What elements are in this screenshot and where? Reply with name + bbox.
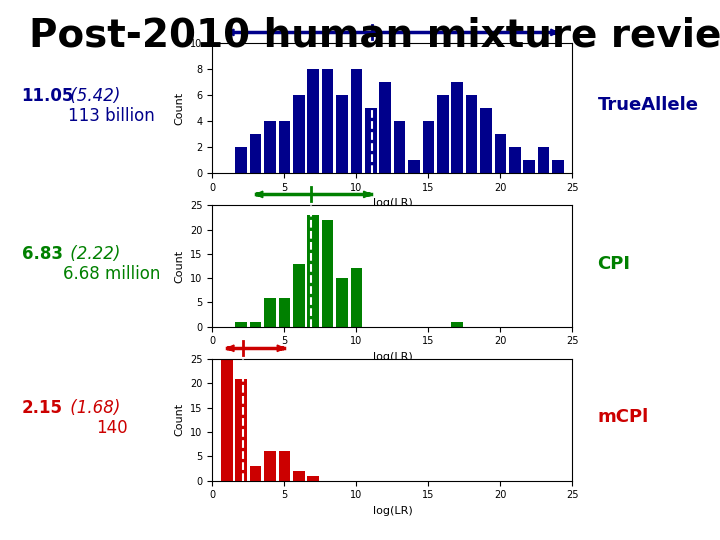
Text: mCPl: mCPl: [598, 408, 649, 427]
Bar: [423, 121, 434, 173]
Bar: [480, 108, 492, 173]
Bar: [235, 147, 247, 173]
Bar: [451, 82, 463, 173]
Bar: [279, 451, 290, 481]
Bar: [264, 451, 276, 481]
Bar: [408, 160, 420, 173]
Text: 11.05: 11.05: [22, 87, 74, 105]
Bar: [538, 147, 549, 173]
Text: 6.68 million: 6.68 million: [63, 265, 161, 284]
Bar: [221, 359, 233, 481]
Bar: [293, 471, 305, 481]
Text: CPI: CPI: [598, 254, 631, 273]
Text: (2.22): (2.22): [65, 245, 120, 264]
Bar: [437, 95, 449, 173]
Bar: [336, 95, 348, 173]
Text: (5.42): (5.42): [65, 87, 120, 105]
Text: (1.68): (1.68): [65, 399, 120, 417]
Bar: [351, 268, 362, 327]
Bar: [322, 69, 333, 173]
Bar: [307, 69, 319, 173]
Bar: [307, 215, 319, 327]
Bar: [250, 322, 261, 327]
Bar: [264, 121, 276, 173]
Bar: [495, 134, 506, 173]
X-axis label: log(LR): log(LR): [372, 506, 413, 516]
Bar: [322, 220, 333, 327]
Bar: [293, 95, 305, 173]
Bar: [365, 108, 377, 173]
Bar: [336, 278, 348, 327]
Text: 140: 140: [96, 419, 127, 437]
Bar: [264, 298, 276, 327]
Bar: [394, 121, 405, 173]
Bar: [509, 147, 521, 173]
Text: 6.83: 6.83: [22, 245, 63, 264]
Bar: [523, 160, 535, 173]
Bar: [279, 121, 290, 173]
X-axis label: log(LR): log(LR): [372, 198, 413, 208]
Bar: [451, 322, 463, 327]
Text: 113 billion: 113 billion: [68, 107, 155, 125]
Bar: [351, 69, 362, 173]
Y-axis label: Count: Count: [175, 249, 184, 282]
Bar: [307, 476, 319, 481]
X-axis label: log(LR): log(LR): [372, 352, 413, 362]
Y-axis label: Count: Count: [175, 91, 185, 125]
Bar: [235, 322, 247, 327]
Text: TrueAllele: TrueAllele: [598, 96, 698, 114]
Bar: [379, 82, 391, 173]
Bar: [250, 134, 261, 173]
Y-axis label: Count: Count: [175, 403, 184, 436]
Bar: [279, 298, 290, 327]
Bar: [466, 95, 477, 173]
Bar: [552, 160, 564, 173]
Bar: [293, 264, 305, 327]
Bar: [235, 379, 247, 481]
Text: 2.15: 2.15: [22, 399, 63, 417]
Bar: [250, 466, 261, 481]
Text: Post-2010 human mixture review: Post-2010 human mixture review: [29, 16, 720, 54]
